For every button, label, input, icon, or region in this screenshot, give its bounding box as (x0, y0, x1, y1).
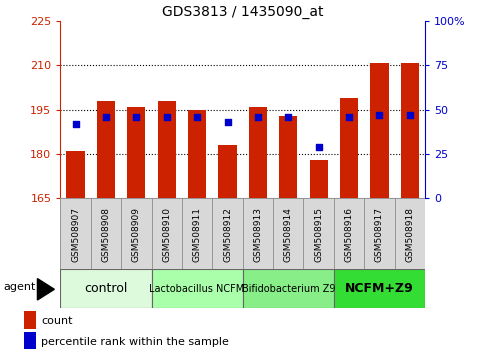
Bar (364, 198, 395, 269)
Bar (60, 269, 152, 308)
Text: GSM508916: GSM508916 (344, 207, 354, 262)
Point (315, 144, 323, 150)
FancyArrow shape (38, 279, 54, 300)
Bar (60, 198, 91, 269)
Bar (97, 101, 115, 198)
Text: GSM508918: GSM508918 (405, 207, 414, 262)
Bar (152, 269, 243, 308)
Text: agent: agent (3, 281, 35, 292)
Text: GSM508912: GSM508912 (223, 207, 232, 262)
Bar (334, 269, 425, 308)
Point (132, 114, 140, 120)
Point (163, 114, 170, 120)
Point (254, 114, 262, 120)
Bar (395, 198, 425, 269)
Bar (218, 145, 237, 198)
Bar (91, 198, 121, 269)
Bar (24, 311, 36, 329)
Text: GSM508914: GSM508914 (284, 207, 293, 262)
Text: Bifidobacterium Z9: Bifidobacterium Z9 (242, 284, 335, 293)
Point (102, 114, 110, 120)
Text: GSM508909: GSM508909 (132, 207, 141, 262)
Bar (243, 269, 334, 308)
Text: GSM508915: GSM508915 (314, 207, 323, 262)
Bar (127, 107, 145, 198)
Bar (188, 110, 206, 198)
Bar (279, 116, 298, 198)
Bar (121, 198, 152, 269)
Text: count: count (41, 316, 72, 326)
Point (193, 114, 201, 120)
Point (406, 112, 414, 118)
Bar (182, 198, 213, 269)
Bar (157, 101, 176, 198)
Text: GSM508917: GSM508917 (375, 207, 384, 262)
Bar (310, 160, 328, 198)
Point (224, 119, 231, 125)
Text: percentile rank within the sample: percentile rank within the sample (41, 337, 229, 347)
Bar (401, 63, 419, 198)
Bar (213, 198, 243, 269)
Bar (24, 332, 36, 349)
Title: GDS3813 / 1435090_at: GDS3813 / 1435090_at (162, 5, 324, 19)
Bar (334, 198, 364, 269)
Bar (273, 198, 303, 269)
Bar (67, 151, 85, 198)
Text: NCFM+Z9: NCFM+Z9 (345, 282, 414, 295)
Bar (340, 98, 358, 198)
Text: control: control (84, 282, 128, 295)
Text: GSM508907: GSM508907 (71, 207, 80, 262)
Text: GSM508911: GSM508911 (193, 207, 201, 262)
Bar (370, 63, 389, 198)
Point (345, 114, 353, 120)
Text: GSM508913: GSM508913 (254, 207, 262, 262)
Point (284, 114, 292, 120)
Point (71, 121, 79, 127)
Text: GSM508910: GSM508910 (162, 207, 171, 262)
Bar (152, 198, 182, 269)
Bar (249, 107, 267, 198)
Point (376, 112, 384, 118)
Bar (303, 198, 334, 269)
Text: GSM508908: GSM508908 (101, 207, 111, 262)
Text: Lactobacillus NCFM: Lactobacillus NCFM (150, 284, 245, 293)
Bar (243, 198, 273, 269)
